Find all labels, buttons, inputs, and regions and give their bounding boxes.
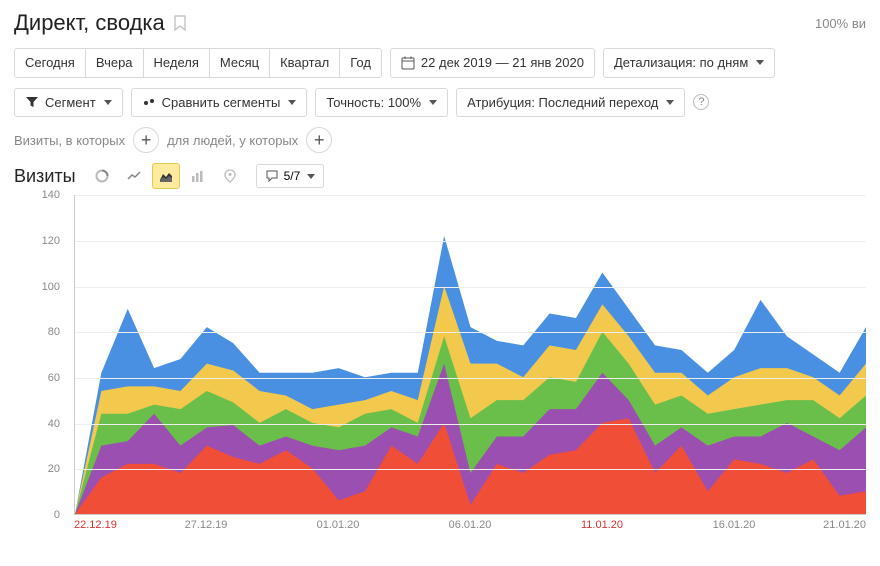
chart-toolbar: Визиты 5/7 — [14, 163, 866, 189]
period-tab[interactable]: Год — [340, 49, 381, 77]
chevron-down-icon — [756, 60, 764, 65]
y-tick: 140 — [20, 189, 60, 201]
funnel-icon — [25, 95, 39, 109]
x-tick: 27.12.19 — [185, 519, 228, 531]
chart-plot — [74, 195, 866, 515]
visit-filter-row: Визиты, в которых + для людей, у которых… — [14, 127, 866, 153]
detail-button[interactable]: Детализация: по дням — [603, 48, 775, 78]
chart: 020406080100120140 22.12.1927.12.1901.01… — [14, 195, 866, 539]
date-range-label: 22 дек 2019 — 21 янв 2020 — [421, 55, 584, 71]
period-tab[interactable]: Месяц — [210, 49, 270, 77]
x-axis: 22.12.19 27.12.19 01.01.20 06.01.20 11.01.20… — [74, 519, 866, 539]
attribution-label: Атрибуция: Последний переход — [467, 95, 658, 111]
period-tabs: СегодняВчераНеделяМесяцКварталГод — [14, 48, 382, 78]
segment-label: Сегмент — [45, 95, 96, 111]
chevron-down-icon — [288, 100, 296, 105]
compare-label: Сравнить сегменты — [162, 95, 281, 111]
toolbar-filters: Сегмент Сравнить сегменты Точность: 100%… — [14, 88, 866, 118]
chat-icon — [265, 169, 279, 183]
date-range-button[interactable]: 22 дек 2019 — 21 янв 2020 — [390, 48, 595, 78]
precision-label: Точность: 100% — [326, 95, 421, 111]
chevron-down-icon — [104, 100, 112, 105]
x-tick: 01.01.20 — [317, 519, 360, 531]
chevron-down-icon — [666, 100, 674, 105]
chevron-down-icon — [307, 174, 315, 179]
page-title-text: Директ, сводка — [14, 10, 165, 36]
view-map-button[interactable] — [216, 163, 244, 189]
people-filter-label: для людей, у которых — [167, 133, 298, 148]
segment-button[interactable]: Сегмент — [14, 88, 123, 118]
bookmark-icon[interactable] — [173, 15, 187, 31]
y-tick: 80 — [20, 326, 60, 338]
x-tick: 11.01.20 — [581, 519, 623, 531]
x-tick: 22.12.19 — [74, 519, 117, 531]
chevron-down-icon — [429, 100, 437, 105]
toolbar-period: СегодняВчераНеделяМесяцКварталГод 22 дек… — [14, 48, 866, 78]
attribution-button[interactable]: Атрибуция: Последний переход — [456, 88, 685, 118]
x-tick: 21.01.20 — [823, 519, 866, 531]
y-tick: 20 — [20, 463, 60, 475]
help-icon[interactable]: ? — [693, 94, 709, 110]
period-tab[interactable]: Квартал — [270, 49, 340, 77]
x-tick: 16.01.20 — [713, 519, 756, 531]
add-visit-filter-button[interactable]: + — [133, 127, 159, 153]
detail-label: Детализация: по дням — [614, 55, 748, 71]
series-counter-label: 5/7 — [284, 169, 301, 183]
y-tick: 100 — [20, 281, 60, 293]
period-tab[interactable]: Сегодня — [15, 49, 86, 77]
series-counter-button[interactable]: 5/7 — [256, 164, 325, 188]
period-tab[interactable]: Вчера — [86, 49, 144, 77]
y-tick: 0 — [20, 509, 60, 521]
calendar-icon — [401, 56, 415, 70]
y-tick: 120 — [20, 235, 60, 247]
compare-button[interactable]: Сравнить сегменты — [131, 88, 308, 118]
y-axis: 020406080100120140 — [14, 195, 74, 515]
add-people-filter-button[interactable]: + — [306, 127, 332, 153]
visits-filter-label: Визиты, в которых — [14, 133, 125, 148]
precision-button[interactable]: Точность: 100% — [315, 88, 448, 118]
y-tick: 40 — [20, 418, 60, 430]
view-bar-button[interactable] — [184, 163, 212, 189]
compare-icon — [142, 95, 156, 109]
y-tick: 60 — [20, 372, 60, 384]
percent-label: 100% ви — [815, 16, 866, 31]
view-donut-button[interactable] — [88, 163, 116, 189]
page-title: Директ, сводка — [14, 10, 187, 36]
view-area-button[interactable] — [152, 163, 180, 189]
x-tick: 06.01.20 — [449, 519, 492, 531]
view-line-button[interactable] — [120, 163, 148, 189]
stacked-area-svg — [75, 195, 866, 514]
chart-title: Визиты — [14, 166, 76, 187]
period-tab[interactable]: Неделя — [144, 49, 210, 77]
